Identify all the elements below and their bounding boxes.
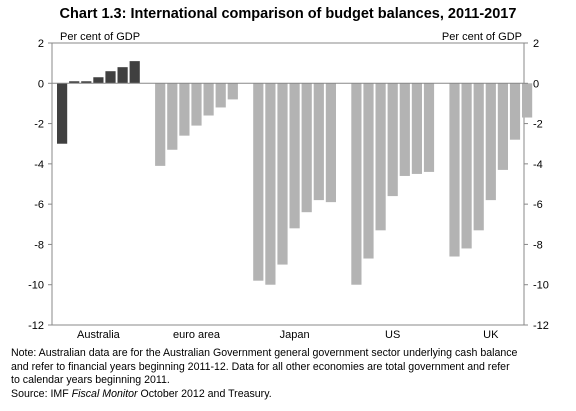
- bar-euro-area-7: [227, 83, 238, 100]
- note-line-3: to calendar years beginning 2011.: [11, 374, 170, 386]
- x-tick-label-japan: Japan: [280, 329, 310, 341]
- y-tick-label-right: -6: [533, 199, 543, 211]
- chart-frame: [51, 42, 525, 326]
- bar-australia-3: [81, 81, 92, 84]
- bar-us-1: [351, 83, 362, 285]
- bar-japan-6: [313, 83, 324, 201]
- y-tick-label-right: -8: [533, 239, 543, 251]
- source-prefix: Source: IMF: [11, 387, 72, 400]
- bar-us-2: [363, 83, 374, 259]
- x-tick-label-australia: Australia: [77, 329, 121, 341]
- bar-japan-3: [277, 83, 288, 265]
- bar-uk-5: [497, 83, 508, 170]
- x-tick-label-uk: UK: [483, 329, 499, 341]
- bar-euro-area-6: [215, 83, 226, 108]
- note-line-1: Note: Australian data are for the Austra…: [11, 347, 518, 359]
- bar-uk-2: [461, 83, 472, 249]
- y-tick-label-right: -12: [533, 320, 549, 332]
- bar-euro-area-4: [191, 83, 202, 126]
- y-tick-label-right: -2: [533, 119, 543, 131]
- axes: Australia euro area Japan US UK 2 2 0 0 -2 -2 -4 -4 -…: [28, 38, 549, 341]
- y-tick-label-left: -10: [28, 280, 44, 292]
- bar-euro-area-2: [167, 83, 178, 150]
- bar-australia-1: [57, 83, 68, 144]
- note-line-2: and refer to financial years beginning 2…: [11, 360, 510, 373]
- plot-area-border: [51, 42, 525, 326]
- y-tick-label-left: -4: [34, 159, 44, 171]
- bar-japan-4: [289, 83, 300, 229]
- source-suffix: October 2012 and Treasury.: [137, 387, 272, 400]
- bar-uk-4: [485, 83, 496, 201]
- bar-euro-area-3: [179, 83, 190, 136]
- y-tick-label-right: -10: [533, 280, 549, 292]
- y-tick-label-right: -4: [533, 159, 543, 171]
- bar-australia-4: [93, 77, 104, 84]
- bar-uk-1: [449, 83, 460, 257]
- bar-australia-5: [105, 71, 116, 84]
- bar-us-5: [399, 83, 410, 176]
- chart-note: Note: Australian data are for the Austra…: [11, 347, 571, 401]
- y-tick-label-left: -12: [28, 320, 44, 332]
- y-tick-label-left: 2: [38, 38, 44, 50]
- bar-us-6: [411, 83, 422, 174]
- bar-us-3: [375, 83, 386, 231]
- bar-japan-7: [325, 83, 336, 203]
- bar-uk-3: [473, 83, 484, 231]
- y-tick-label-left: -2: [34, 119, 44, 131]
- bar-japan-2: [265, 83, 276, 285]
- y-tick-label-right: 0: [533, 78, 539, 90]
- source-line: Source: IMF Fiscal Monitor October 2012 …: [11, 388, 571, 402]
- bar-chart: Australia euro area Japan US UK 2 2 0 0 -2 -2 -4 -4 -…: [28, 31, 549, 341]
- y-tick-label-left: -8: [34, 239, 44, 251]
- bar-series: [57, 61, 533, 285]
- y-axis-label-left: Per cent of GDP: [60, 31, 140, 43]
- y-axis-label-right: Per cent of GDP: [442, 31, 522, 43]
- bar-uk-6: [509, 83, 521, 140]
- y-tick-label-right: 2: [533, 38, 539, 50]
- bar-japan-1: [253, 83, 264, 281]
- bar-euro-area-1: [155, 83, 166, 166]
- bar-us-7: [423, 83, 435, 172]
- bar-australia-7: [129, 61, 140, 84]
- bar-uk-7: [522, 83, 533, 118]
- x-tick-label-euro-area: euro area: [173, 329, 221, 341]
- chart-title: Chart 1.3: International comparison of b…: [59, 6, 517, 22]
- x-tick-label-us: US: [385, 329, 400, 341]
- bar-australia-6: [117, 67, 128, 84]
- y-tick-label-left: -6: [34, 199, 44, 211]
- bar-japan-5: [301, 83, 312, 213]
- y-tick-label-left: 0: [38, 78, 44, 90]
- bar-us-4: [387, 83, 398, 197]
- source-publication: Fiscal Monitor: [71, 387, 138, 400]
- bar-australia-2: [69, 81, 80, 84]
- bar-euro-area-5: [203, 83, 214, 116]
